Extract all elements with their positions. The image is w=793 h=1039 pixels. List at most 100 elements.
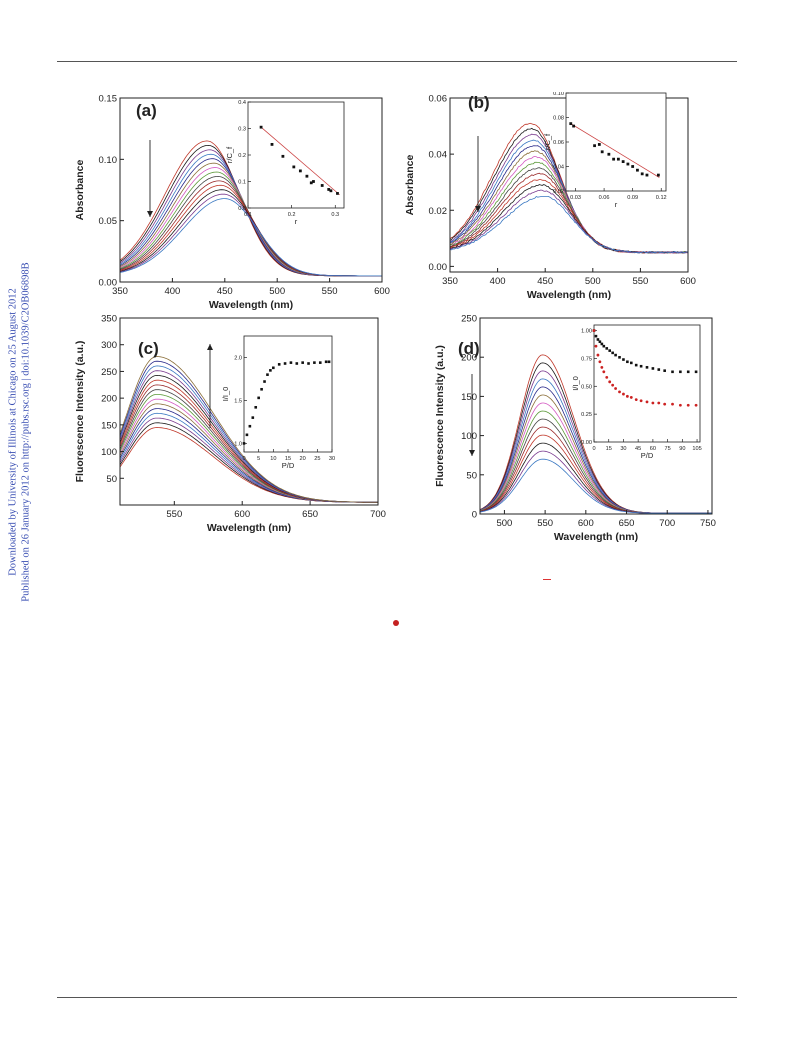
inset-data-point-red [594, 344, 598, 348]
inset-data-point [245, 433, 249, 437]
inset-data-point [313, 361, 316, 364]
inset-data-point-red [611, 383, 615, 387]
x-tick-label: 650 [619, 518, 635, 529]
inset-data-point-red [639, 399, 643, 403]
plot-frame [479, 317, 713, 515]
y-tick-label: 0.05 [99, 216, 118, 227]
x-tick-label: 500 [585, 276, 601, 287]
inset-x-tick-label: 0.3 [331, 212, 339, 218]
inset-data-point [295, 362, 299, 365]
inset-y-tick-label: 0.75 [581, 356, 592, 362]
figure-panel-c: 550 600 650 700 50 100 150 200 250 300 350 Waveleng… [68, 312, 398, 538]
inset-chart: 0 5 10 15 20 25 30 1.0 1.5 2.0 P/D I/I_0 [221, 335, 335, 470]
inset-y-tick-label: 0.50 [581, 384, 592, 390]
panel-label: (a) [136, 101, 157, 120]
inset-x-axis-label: P/D [641, 451, 654, 460]
inset-data-point [657, 368, 661, 371]
y-tick-label: 100 [461, 431, 477, 442]
inset-x-tick-label: 15 [285, 456, 291, 462]
inset-data-point-red [678, 403, 682, 407]
inset-fit-line [260, 126, 340, 196]
inset-data-point [312, 180, 315, 183]
trend-arrow-head [475, 206, 481, 212]
x-tick-label: 400 [164, 286, 180, 297]
chart-panel-a: 350 400 450 500 550 600 0.00 0.05 0.10 0.15 Wavele… [74, 94, 390, 312]
x-tick-label: 450 [217, 286, 233, 297]
inset-x-tick-label: 0.09 [627, 195, 638, 201]
inset-data-point [616, 157, 620, 161]
trend-arrow-head [469, 450, 475, 456]
inset-y-tick-label: 0.04 [553, 165, 564, 171]
inset-data-point [283, 362, 287, 365]
spectrum-curve-14 [479, 458, 712, 514]
sidebar-published-line[interactable]: Published on 26 January 2012 on http://p… [20, 262, 31, 602]
inset-data-point [612, 157, 616, 161]
spectrum-curve-14 [119, 198, 382, 277]
inset-data-point [639, 364, 643, 368]
inset-data-point [618, 356, 621, 359]
inset-x-tick-label: 15 [606, 446, 612, 452]
inset-data-point [640, 172, 644, 176]
inset-data-point [626, 360, 629, 364]
spectra-curves [449, 122, 689, 254]
x-axis-label: Wavelength (nm) [527, 289, 611, 301]
inset-data-point [608, 349, 612, 352]
inset-data-point [605, 347, 609, 350]
inset-y-axis-label: I/I_0 [221, 387, 230, 402]
download-sidebar: Downloaded by University of Illinois at … [0, 0, 40, 1039]
x-tick-label: 600 [680, 276, 696, 287]
y-axis-label: Absorbance [74, 160, 86, 221]
inset-frame [565, 92, 667, 192]
inset-data-point-red [657, 401, 661, 405]
inset-data-point-red [663, 402, 667, 406]
inset-x-tick-label: 0.2 [288, 212, 296, 218]
y-tick-label: 0.10 [99, 155, 118, 166]
y-tick-label: 0.02 [429, 206, 448, 217]
inset-data-point [622, 358, 625, 361]
x-tick-label: 350 [442, 276, 458, 287]
inset-y-tick-label: 0.08 [553, 116, 564, 122]
y-tick-label: 0.15 [99, 94, 118, 105]
inset-x-tick-label: 105 [692, 446, 701, 452]
inset-data-point [600, 342, 604, 346]
x-tick-label: 500 [496, 518, 512, 529]
x-tick-label: 550 [166, 509, 182, 520]
inset-data-point-red [605, 375, 609, 379]
x-tick-label: 550 [322, 286, 338, 297]
inset-chart: 0.1 0.2 0.30.00.10.20.30.4rr/C_f [225, 100, 345, 226]
inset-x-tick-label: 0.03 [570, 195, 581, 201]
inset-data-point-red [686, 403, 690, 407]
x-tick-label: 550 [632, 276, 648, 287]
trend-arrow-head [207, 344, 213, 350]
x-axis-label: Wavelength (nm) [207, 522, 291, 534]
x-tick-label: 600 [578, 518, 594, 529]
inset-data-point [671, 370, 674, 374]
spectrum-curve-14 [449, 196, 689, 254]
sidebar-text: Downloaded by University of Illinois at … [8, 262, 33, 601]
inset-data-point [242, 442, 246, 445]
inset-data-point [320, 184, 324, 187]
panel-label: (b) [468, 93, 490, 112]
x-tick-label: 700 [659, 518, 675, 529]
inset-data-point [270, 143, 274, 146]
inset-frame [243, 335, 333, 453]
inset-x-tick-label: 30 [620, 446, 626, 452]
inset-data-point [686, 370, 690, 374]
inset-x-axis-label: r [615, 200, 618, 209]
inset-x-tick-label: 90 [679, 446, 685, 452]
x-tick-label: 550 [537, 518, 553, 529]
spectra-curves [119, 140, 382, 277]
inset-data-point [600, 150, 604, 154]
inset-data-point [611, 351, 614, 355]
y-tick-label: 300 [101, 340, 117, 351]
inset-data-point [327, 360, 331, 364]
y-tick-label: 150 [101, 420, 117, 431]
inset-data-point [594, 334, 598, 338]
inset-data-point-red [614, 387, 617, 390]
inset-x-tick-label: 0 [242, 456, 245, 462]
inset-data-point [593, 144, 596, 148]
inset-data-point [651, 367, 655, 370]
y-tick-label: 250 [101, 367, 117, 378]
inset-data-point [266, 373, 269, 376]
inset-fit-line [570, 123, 660, 178]
